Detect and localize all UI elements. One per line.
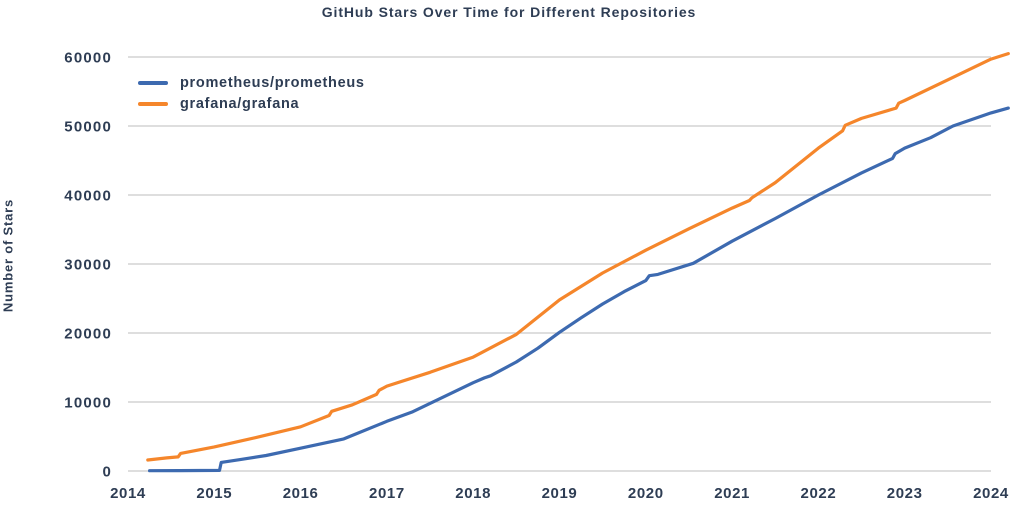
series-line-grafana	[146, 51, 1010, 462]
x-tick-label-2014: 2014	[110, 485, 146, 502]
x-tick-label-2022: 2022	[801, 485, 837, 502]
legend-item-prometheus: prometheus/prometheus	[138, 74, 365, 91]
y-tick-label-20000: 20000	[64, 326, 112, 343]
legend: prometheus/prometheus grafana/grafana	[138, 74, 365, 112]
series-line-prometheus	[148, 106, 1010, 473]
x-tick-label-2023: 2023	[887, 485, 923, 502]
legend-swatch-grafana-line	[138, 101, 168, 106]
y-tick-label-50000: 50000	[64, 119, 112, 136]
x-tick-label-2018: 2018	[455, 485, 491, 502]
x-tick-label-2021: 2021	[714, 485, 750, 502]
y-tick-label-10000: 10000	[64, 395, 112, 412]
legend-swatch-prometheus-line	[138, 80, 168, 85]
y-tick-label-60000: 60000	[64, 50, 112, 67]
y-tick-label-40000: 40000	[64, 188, 112, 205]
x-tick-label-2019: 2019	[542, 485, 578, 502]
y-tick-label-0: 0	[102, 464, 112, 481]
legend-label-grafana: grafana/grafana	[180, 95, 300, 112]
x-tick-label-2017: 2017	[369, 485, 405, 502]
legend-item-grafana: grafana/grafana	[138, 95, 365, 112]
y-tick-label-30000: 30000	[64, 257, 112, 274]
x-tick-label-2024: 2024	[973, 485, 1009, 502]
legend-label-prometheus: prometheus/prometheus	[180, 74, 365, 91]
x-tick-label-2015: 2015	[196, 485, 232, 502]
x-tick-label-2020: 2020	[628, 485, 664, 502]
chart-title: GitHub Stars Over Time for Different Rep…	[321, 4, 697, 20]
x-tick-label-2016: 2016	[283, 485, 319, 502]
